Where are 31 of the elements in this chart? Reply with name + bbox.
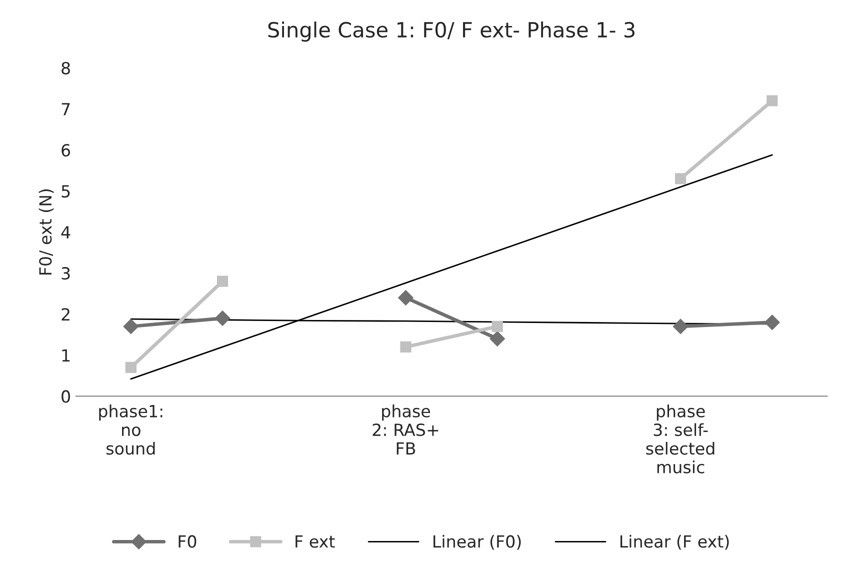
point [674, 173, 686, 184]
line-series [130, 154, 773, 380]
y-tick-label: 6 [62, 144, 70, 157]
y-tick-label: 4 [61, 226, 70, 238]
point [672, 318, 688, 334]
point [216, 276, 228, 287]
legend-label: F0 [178, 535, 196, 548]
y-tick-label: 3 [62, 267, 70, 280]
point [123, 318, 138, 334]
chart-title: Single Case 1: F0/ F ext- Phase 1- 3 [268, 22, 634, 42]
y-tick-label: 8 [62, 62, 70, 74]
point [398, 290, 414, 306]
point [492, 320, 503, 332]
y-axis-title: F0/ ext (N) [38, 189, 54, 275]
y-tick-label: 1 [62, 349, 70, 362]
y-tick-label: 0 [62, 390, 70, 403]
point [490, 331, 505, 346]
x-tick-label: phase 3: self- selected music [646, 404, 714, 474]
point [400, 341, 412, 353]
legend-label: Linear (F0) [434, 534, 521, 550]
point [125, 362, 136, 374]
point [766, 95, 778, 106]
point [764, 314, 780, 330]
point [214, 310, 230, 326]
y-tick-label: 2 [62, 308, 70, 320]
x-tick-label: phase1: no sound [99, 404, 162, 455]
legend-label: Linear (F ext) [620, 534, 729, 550]
y-tick-label: 7 [62, 103, 70, 116]
y-tick-label: 5 [62, 185, 70, 198]
x-tick-label: phase 2: RAS+ FB [372, 404, 438, 455]
legend-label: F ext [296, 535, 335, 548]
